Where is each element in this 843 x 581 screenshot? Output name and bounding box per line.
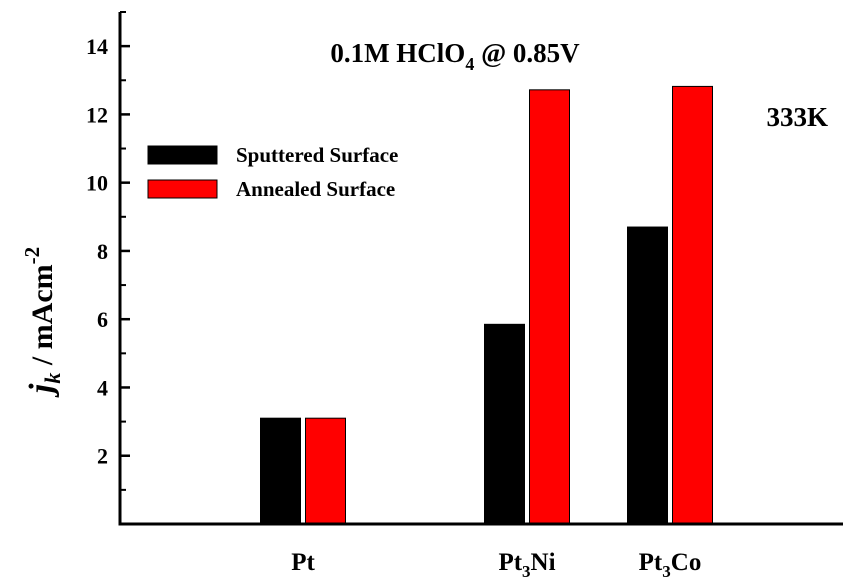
bar-annealed-2 <box>672 85 713 525</box>
chart-title: 0.1M HClO4 @ 0.85V <box>330 38 580 74</box>
bars-layer <box>260 85 713 525</box>
bar-sputtered-2 <box>627 226 668 525</box>
bar-annealed-0 <box>305 417 346 525</box>
y-tick-label: 10 <box>86 171 108 196</box>
legend: Sputtered Surface Annealed Surface <box>147 143 398 201</box>
legend-swatch-sputtered <box>147 145 218 165</box>
x-category-label: Pt3Ni <box>498 549 555 581</box>
bar-sputtered-0 <box>260 417 301 525</box>
x-category-label: Pt <box>291 549 315 576</box>
legend-swatch-annealed <box>147 179 218 199</box>
y-tick-label: 4 <box>97 375 108 400</box>
bar-annealed-1 <box>529 89 570 525</box>
temperature-annotation: 333K <box>766 102 828 132</box>
y-tick-label: 14 <box>86 34 108 59</box>
x-category-label: Pt3Co <box>639 549 702 581</box>
legend-label-sputtered: Sputtered Surface <box>236 143 398 167</box>
y-tick-label: 8 <box>97 239 108 264</box>
axes-layer <box>118 11 843 526</box>
y-tick-label: 2 <box>97 444 108 469</box>
y-axis-label: jk / mAcm-2 <box>20 247 65 398</box>
bar-sputtered-1 <box>484 323 525 525</box>
y-tick-label: 12 <box>86 102 108 127</box>
labels-layer: 2 4 6 8 10 12 14 Pt Pt3Ni Pt3Co 0.1M HClO4 @ 0.85V… <box>20 34 828 581</box>
legend-label-annealed: Annealed Surface <box>236 177 395 201</box>
y-tick-label: 6 <box>97 307 108 332</box>
